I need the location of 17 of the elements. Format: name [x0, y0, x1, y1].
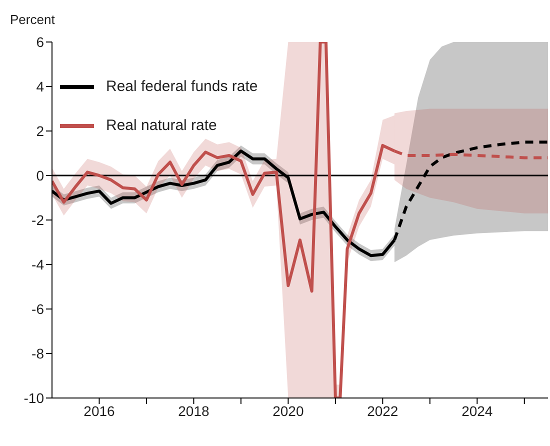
y-tick-label: 6 [36, 34, 44, 50]
y-axis-title: Percent [10, 12, 55, 27]
y-tick-label: -2 [32, 212, 44, 228]
legend-label: Real natural rate [106, 117, 217, 134]
y-tick-label: 0 [36, 167, 44, 184]
y-tick-label: -10 [24, 390, 44, 406]
y-tick-label: 4 [36, 78, 44, 94]
y-tick-label: -4 [32, 256, 44, 272]
y-tick-label: 2 [36, 122, 44, 139]
x-tick-label: 2022 [367, 402, 398, 419]
x-tick-label: 2016 [84, 402, 116, 419]
legend-label: Real federal funds rate [106, 78, 258, 95]
y-tick-label: -6 [32, 300, 44, 317]
x-tick-label: 2024 [462, 402, 493, 419]
y-tick-label: -8 [32, 345, 44, 362]
x-tick-label: 2020 [272, 402, 304, 419]
x-tick-label: 2018 [178, 402, 210, 419]
